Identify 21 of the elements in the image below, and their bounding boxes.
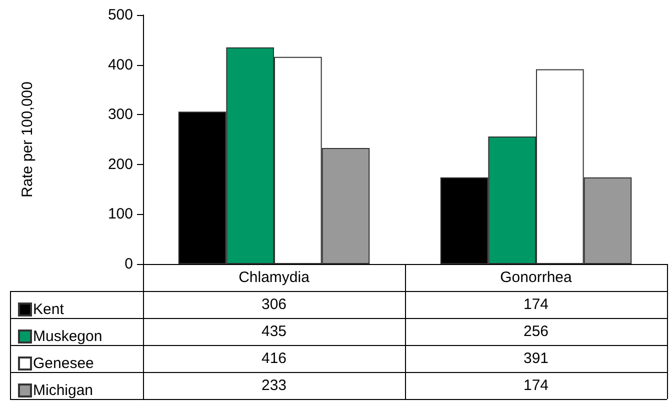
legend-label: Genesee [33, 355, 94, 372]
data-label: 416 [261, 350, 287, 367]
x-tick-label: Gonorrhea [500, 269, 573, 286]
x-tick-label: Chlamydia [238, 269, 310, 286]
y-tick-label: 100 [108, 206, 133, 223]
data-label: 435 [261, 323, 287, 340]
data-label: 256 [523, 323, 549, 340]
y-tick-label: 200 [108, 156, 133, 173]
data-label: 306 [261, 296, 287, 313]
data-label: 174 [523, 296, 549, 313]
data-label: 233 [261, 377, 287, 394]
y-tick-label: 400 [108, 56, 133, 74]
y-tick-label: 0 [124, 256, 133, 272]
legend-label: Michigan [33, 382, 94, 399]
y-tick-label: 500 [108, 6, 133, 24]
y-axis-title: Rate per 100,000 [19, 82, 36, 198]
data-label: 391 [523, 350, 549, 367]
legend-label: Muskegon [33, 328, 102, 345]
legend-label: Kent [33, 301, 65, 318]
data-label: 174 [523, 377, 549, 394]
y-tick-label: 300 [108, 106, 133, 124]
